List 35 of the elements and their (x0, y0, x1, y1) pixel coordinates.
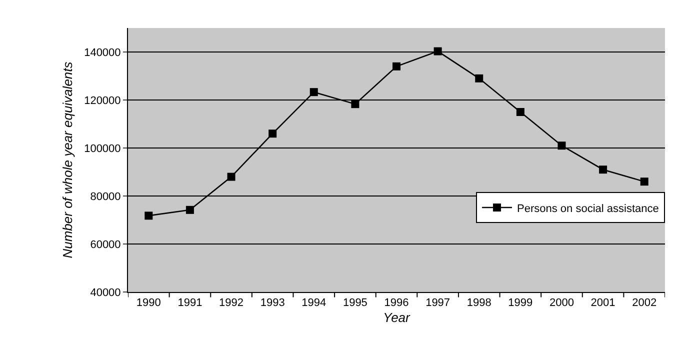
x-tick-label: 2002 (632, 297, 657, 310)
point (186, 206, 194, 214)
x-tick-label: 2001 (590, 297, 616, 310)
x-tick-label: 1999 (508, 297, 533, 310)
x-axis-title: Year (383, 310, 411, 325)
y-tick-label: 40000 (90, 286, 121, 299)
x-tick-label: 1993 (260, 297, 285, 310)
y-tick-label: 60000 (90, 238, 121, 251)
x-tick-label: 1990 (136, 297, 161, 310)
y-tick-label: 140000 (84, 46, 121, 59)
point (558, 142, 566, 150)
x-tick-label: 1991 (178, 297, 202, 310)
point (475, 74, 484, 82)
x-tick-label: 1996 (384, 297, 409, 310)
y-tick-label: 100000 (84, 142, 121, 155)
y-axis-title: Number of whole year equivalents (60, 61, 76, 258)
point (351, 100, 360, 108)
x-tick-label: 1998 (466, 297, 492, 310)
point (227, 172, 236, 181)
y-tick-label: 120000 (84, 94, 121, 107)
point (640, 178, 648, 186)
x-tick-label: 2000 (549, 297, 574, 310)
point (392, 62, 400, 70)
point (599, 166, 608, 174)
x-tick-label: 1994 (302, 297, 326, 310)
x-tick-label: 1995 (342, 297, 368, 310)
point (516, 108, 524, 116)
point (144, 212, 153, 220)
x-tick-label: 1997 (426, 297, 450, 310)
point (434, 47, 442, 56)
point (268, 130, 277, 138)
legend-label: Persons on social assistance (517, 202, 659, 215)
y-tick-label: 80000 (90, 190, 121, 203)
point (310, 88, 318, 96)
x-tick-label: 1992 (219, 297, 244, 310)
